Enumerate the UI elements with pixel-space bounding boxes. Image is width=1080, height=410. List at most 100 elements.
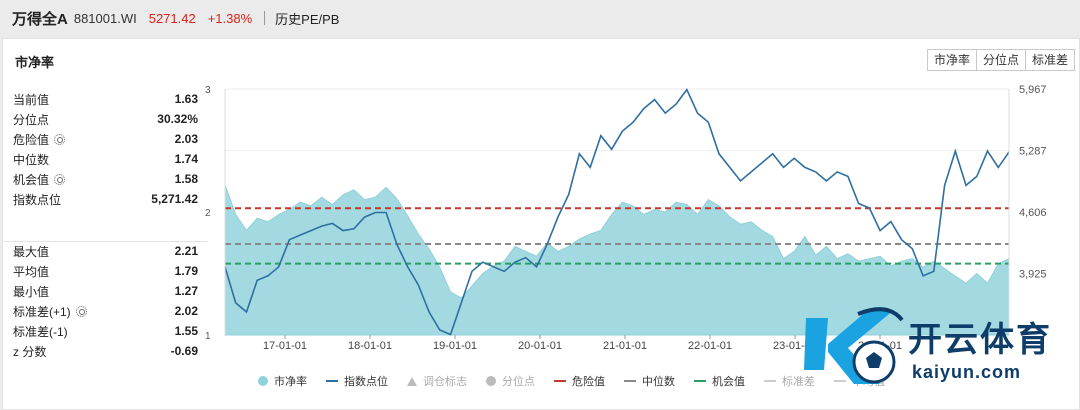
stat-value: 1.58 (174, 172, 198, 186)
legend-item[interactable]: 调仓标志 (407, 373, 467, 389)
stat-row: z 分数 -0.69 (13, 341, 198, 361)
x-tick-label: 21-01-01 (603, 340, 647, 351)
stats-divider (3, 241, 208, 242)
gear-icon[interactable] (75, 305, 87, 317)
stat-row: 当前值 1.63 (13, 89, 198, 109)
stat-row: 平均值 1.79 (13, 261, 198, 281)
stat-value: 2.02 (174, 304, 198, 318)
title-bar: 万得全A 881001.WI 5271.42 +1.38% 历史PE/PB (0, 0, 1080, 36)
dash-icon (694, 380, 706, 382)
stat-value: 30.32% (157, 112, 198, 126)
stat-label: 指数点位 (13, 192, 62, 207)
legend-item[interactable]: 危险值 (554, 373, 605, 389)
legend-label: 市净率 (274, 376, 307, 388)
dot-icon (258, 376, 268, 386)
stat-label: 危险值 (13, 132, 50, 147)
kaiyun-logo-icon (804, 307, 904, 384)
stat-value: 1.27 (174, 284, 198, 298)
metric-switcher: 市净率 分位点 标准差 (926, 49, 1075, 71)
x-tick-label: 22-01-01 (688, 340, 732, 351)
stat-row: 标准差(-1) 1.55 (13, 321, 198, 341)
stat-label: 机会值 (13, 172, 50, 187)
stat-row: 中位数 1.74 (13, 149, 198, 169)
stat-value: 2.03 (174, 132, 198, 146)
tab-history-pe-pb[interactable]: 历史PE/PB (275, 11, 340, 27)
index-code: 881001.WI (73, 10, 137, 26)
legend-item[interactable]: 分位点 (486, 373, 535, 389)
y-left-tick-label: 1 (205, 331, 211, 342)
y-right-tick-label: 4,606 (1019, 207, 1047, 219)
x-tick-label: 18-01-01 (348, 340, 392, 351)
valuation-panel: 市净率 市净率 分位点 标准差 当前值 1.63 分位点 30.32% 危险值 2.03 中… (2, 38, 1080, 410)
y-right-tick-label: 3,925 (1019, 269, 1047, 281)
stat-label: 分位点 (13, 112, 50, 127)
stat-label: z 分数 (13, 344, 47, 359)
stat-row: 危险值 2.03 (13, 129, 198, 149)
stat-label: 中位数 (13, 152, 50, 167)
stat-value: 1.63 (174, 92, 198, 106)
stat-value: 1.74 (174, 152, 198, 166)
index-change: +1.38% (207, 10, 253, 26)
legend-item[interactable]: 机会值 (694, 373, 745, 389)
stat-value: 2.21 (174, 244, 198, 258)
index-line (224, 88, 1010, 336)
stat-row: 机会值 1.58 (13, 169, 198, 189)
dash-icon (624, 380, 636, 382)
stat-value: 1.55 (174, 324, 198, 338)
stat-label: 标准差(-1) (13, 324, 68, 339)
x-tick-label: 17-01-01 (263, 340, 307, 351)
triangle-icon (407, 376, 417, 386)
panel-title: 市净率 (15, 55, 55, 70)
y-left-tick-label: 2 (205, 208, 211, 219)
dash-icon (834, 380, 846, 382)
tab-pb[interactable]: 市净率 (927, 50, 976, 70)
tab-percentile[interactable]: 分位点 (975, 50, 1025, 70)
legend-label: 指数点位 (344, 376, 388, 388)
legend-label: 机会值 (712, 376, 745, 388)
index-name: 万得全A (12, 10, 68, 28)
legend-label: 中位数 (642, 376, 675, 388)
legend-item[interactable]: 中位数 (624, 373, 675, 389)
x-tick-label: 20-01-01 (518, 340, 562, 351)
x-tick-label: 23-01-01 (773, 340, 817, 351)
x-tick-label: 19-01-01 (433, 340, 477, 351)
legend-label: 调仓标志 (423, 376, 467, 388)
legend-item[interactable]: 市净率 (258, 373, 307, 389)
legend-item[interactable]: 指数点位 (326, 373, 388, 389)
y-left-tick-label: 3 (205, 85, 211, 96)
stat-label: 最小值 (13, 284, 50, 299)
gear-icon[interactable] (54, 133, 66, 145)
stat-value: -0.69 (170, 344, 198, 358)
stat-label: 当前值 (13, 92, 50, 107)
stat-value: 1.79 (174, 264, 198, 278)
line-icon (326, 380, 338, 382)
stat-row: 最小值 1.27 (13, 281, 198, 301)
y-right-tick-label: 5,967 (1019, 84, 1047, 96)
stat-row: 分位点 30.32% (13, 109, 198, 129)
stat-label: 标准差(+1) (13, 304, 71, 319)
tab-std-dev[interactable]: 标准差 (1024, 50, 1074, 70)
dot-icon (486, 376, 496, 386)
stat-value: 5,271.42 (151, 192, 198, 206)
pb-index-chart[interactable]: 3 2 1 5,967 5,287 4,606 3,925 17-01-01 18-01-01 1… (201, 81, 1080, 351)
pb-area (224, 184, 1010, 336)
stat-label: 平均值 (13, 264, 50, 279)
stats-top: 当前值 1.63 分位点 30.32% 危险值 2.03 中位数 1.74 机会值 1.58 指数点… (13, 89, 198, 209)
dash-icon (554, 380, 566, 382)
stat-label: 最大值 (13, 244, 50, 259)
stat-row: 最大值 2.21 (13, 241, 198, 261)
stat-row: 指数点位 5,271.42 (13, 189, 198, 209)
index-price: 5271.42 (148, 10, 196, 26)
legend-item[interactable]: 标准差 (764, 373, 815, 389)
gear-icon[interactable] (54, 173, 66, 185)
dash-icon (764, 380, 776, 382)
legend-label: 危险值 (572, 376, 605, 388)
legend-label: 分位点 (502, 376, 535, 388)
stat-row: 标准差(+1) 2.02 (13, 301, 198, 321)
watermark-title: 开云体育 (908, 321, 1052, 359)
y-right-tick-label: 5,287 (1019, 145, 1047, 157)
watermark-subtitle: kaiyun.com (912, 362, 1022, 382)
legend-label: 标准差 (782, 376, 815, 388)
stats-bottom: 最大值 2.21 平均值 1.79 最小值 1.27 标准差(+1) 2.02 标准差(-1) 1… (13, 241, 198, 361)
header-divider (264, 11, 266, 25)
